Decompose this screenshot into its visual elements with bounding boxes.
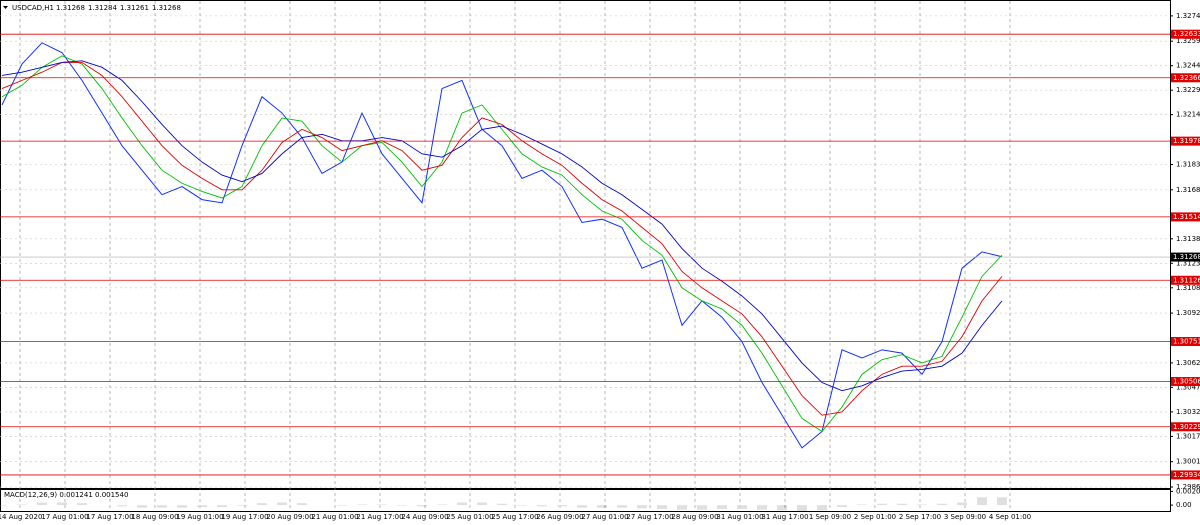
ohlc-value: 1.31268 [56,4,85,12]
current-price-label: 1.31268 [1173,253,1200,261]
moving-average [1,60,1003,392]
menu-arrow [3,6,8,9]
y-tick-label: 1.31835 [1176,160,1200,168]
x-tick-label: 19 Aug 17:00 [221,513,268,521]
ohlc-value: 1.31261 [120,4,149,12]
level-label: 1.29934 [1173,471,1200,479]
x-tick-label: 21 Aug 01:00 [311,513,358,521]
y-tick-label: 0.00 [1176,501,1192,509]
y-tick-label: 1.30470 [1176,383,1200,391]
x-tick-label: 19 Aug 01:00 [176,513,223,521]
y-tick-label: 1.31080 [1176,284,1200,292]
x-tick-label: 26 Aug 09:00 [536,513,583,521]
level-label-box [1171,136,1200,146]
price-line [1,42,1003,449]
y-tick-label: 1.30320 [1176,408,1200,416]
level-label-box [1171,73,1200,83]
moving-average [1,61,1003,416]
y-tick-label: 1.30925 [1176,309,1200,317]
level-label-box [1171,212,1200,222]
level-label: 1.30751 [1173,338,1200,346]
x-tick-label: 27 Aug 17:00 [626,513,673,521]
y-tick-label: 1.31680 [1176,186,1200,194]
level-label: 1.32366 [1173,74,1200,82]
level-label-box [1171,422,1200,432]
x-tick-label: 17 Aug 17:00 [86,513,133,521]
y-tick-label: 1.32290 [1176,86,1200,94]
x-tick-label: 21 Aug 17:00 [356,513,403,521]
level-label: 1.32633 [1173,30,1200,38]
x-tick-label: 2 Sep 17:00 [899,513,941,521]
level-label-box [1171,377,1200,387]
y-tick-label: 1.31380 [1176,235,1200,243]
current-price-box [1171,252,1200,262]
y-tick-label: 1.30620 [1176,359,1200,367]
level-label-box [1171,29,1200,39]
x-tick-label: 18 Aug 09:00 [131,513,178,521]
y-tick-label: 0.002087 [1176,487,1200,495]
x-tick-label: 4 Sep 01:00 [989,513,1031,521]
y-tick-label: 1.32440 [1176,62,1200,70]
y-tick-label: 1.30015 [1176,458,1200,466]
moving-average [1,55,1003,433]
x-tick-label: 25 Aug 01:00 [446,513,493,521]
y-tick-label: 1.31230 [1176,259,1200,267]
x-tick-label: 31 Aug 17:00 [761,513,808,521]
y-tick-label: 1.32590 [1176,37,1200,45]
y-tick-label: 1.32745 [1176,12,1200,20]
symbol: USDCAD,H1 [12,4,54,12]
y-tick-label: 1.30170 [1176,432,1200,440]
y-tick-label: 1.29860 [1176,483,1200,491]
indicator-title: MACD(12,26,9) 0.001241 0.001540 [4,491,128,499]
ohlc-value: 1.31284 [88,4,117,12]
level-label: 1.31978 [1173,137,1200,145]
level-label-box [1171,470,1200,480]
x-tick-label: 28 Aug 09:00 [671,513,718,521]
x-tick-label: 3 Sep 09:00 [944,513,986,521]
ohlc-value: 1.31268 [152,4,181,12]
x-tick-label: 17 Aug 01:00 [41,513,88,521]
level-label: 1.31126 [1173,276,1200,284]
x-tick-label: 20 Aug 09:00 [266,513,313,521]
x-tick-label: 25 Aug 17:00 [491,513,538,521]
x-tick-label: 2 Sep 01:00 [854,513,896,521]
level-label: 1.31514 [1173,213,1200,221]
main-pane-border [0,0,1171,489]
macd-pane-border [0,489,1171,512]
y-tick-label: 1.32140 [1176,111,1200,119]
level-label: 1.30229 [1173,423,1200,431]
x-tick-label: 14 Aug 2020 [0,513,42,521]
x-tick-label: 27 Aug 01:00 [581,513,628,521]
x-tick-label: 1 Sep 09:00 [809,513,851,521]
x-tick-label: 24 Aug 09:00 [401,513,448,521]
level-label: 1.30506 [1173,378,1200,386]
x-tick-label: 31 Aug 01:00 [716,513,763,521]
level-label-box [1171,275,1200,285]
level-label-box [1171,337,1200,347]
